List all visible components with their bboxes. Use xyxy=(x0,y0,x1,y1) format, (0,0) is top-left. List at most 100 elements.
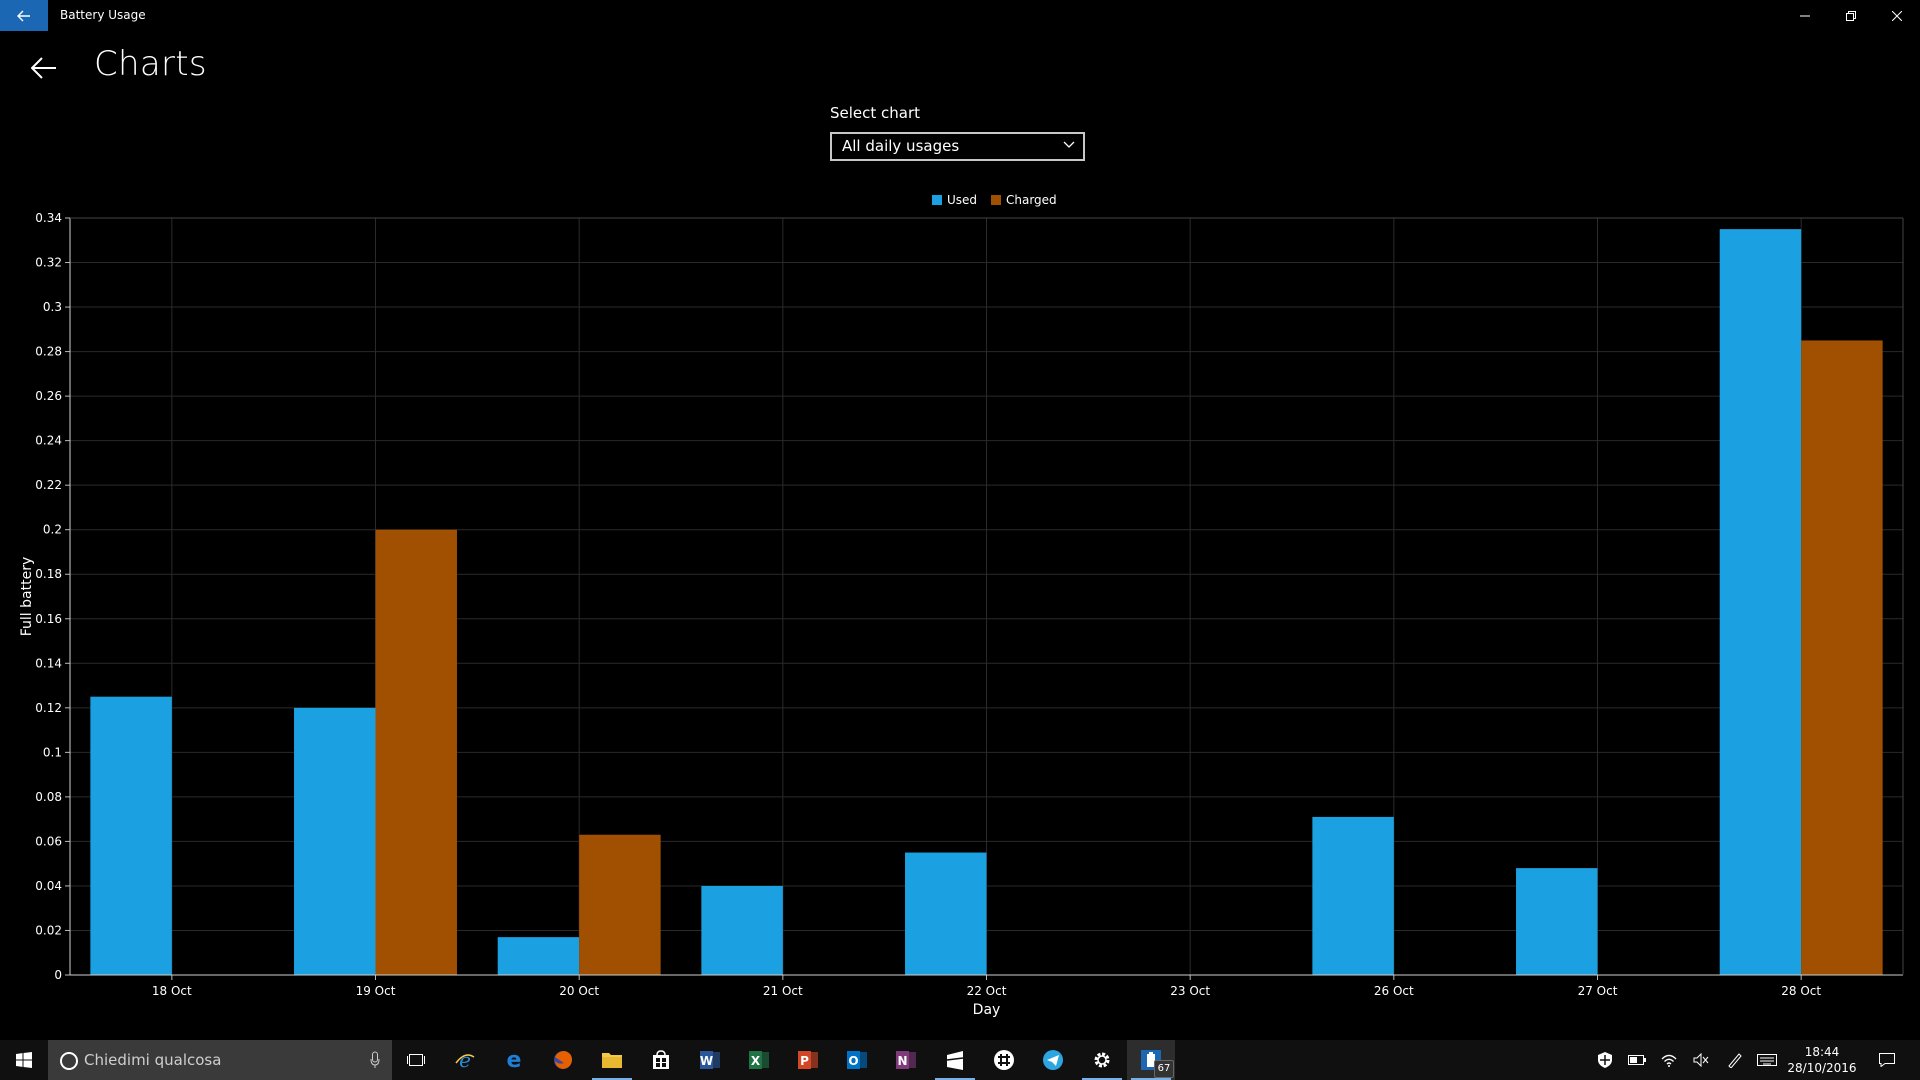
taskbar: Chiedimi qualcosa e e W X P O N 67 18:44 28/10… xyxy=(0,1040,1920,1080)
y-tick-label: 0.22 xyxy=(35,478,62,492)
x-tick-label: 18 Oct xyxy=(152,984,192,998)
taskbar-app-telegram[interactable] xyxy=(1029,1040,1077,1080)
search-placeholder: Chiedimi qualcosa xyxy=(84,1051,222,1069)
back-arrow-icon xyxy=(31,57,56,79)
taskbar-app-edge[interactable]: e xyxy=(490,1040,538,1080)
minimize-button[interactable] xyxy=(1782,0,1828,31)
back-arrow-icon xyxy=(17,10,30,21)
bag-icon xyxy=(945,1049,965,1071)
y-tick-label: 0.2 xyxy=(43,523,62,537)
slack-icon xyxy=(993,1049,1015,1071)
taskbar-app-internet-explorer[interactable]: e xyxy=(441,1040,489,1080)
restore-icon xyxy=(1846,10,1856,21)
wifi-icon xyxy=(1661,1054,1677,1067)
legend-label-charged: Charged xyxy=(1006,193,1057,207)
taskbar-app-firefox[interactable] xyxy=(539,1040,587,1080)
battery-tray-icon[interactable] xyxy=(1622,1040,1652,1080)
excel-icon: X xyxy=(748,1049,770,1071)
taskbar-app-settings[interactable] xyxy=(1078,1040,1126,1080)
battery-usage-chart: Used Charged 0 0.02 0.04 0.06 0.08 0.1 0.12 0.14 0… xyxy=(19,193,1904,1018)
y-tick-label: 0.08 xyxy=(35,790,62,804)
internet-explorer-icon: e xyxy=(454,1049,476,1071)
bar-used-21-oct xyxy=(701,885,783,975)
bar-used-18-oct xyxy=(90,696,172,975)
powerpoint-icon: P xyxy=(797,1049,819,1071)
taskbar-app-task-view[interactable] xyxy=(392,1040,440,1080)
x-tick-label: 19 Oct xyxy=(356,984,396,998)
x-tick-label: 23 Oct xyxy=(1170,984,1210,998)
legend-label-used: Used xyxy=(947,193,977,207)
action-center-button[interactable] xyxy=(1872,1040,1902,1080)
bar-used-22-oct xyxy=(905,852,987,975)
taskbar-app-excel[interactable]: X xyxy=(735,1040,783,1080)
taskbar-app-onenote[interactable]: N xyxy=(882,1040,930,1080)
taskbar-app-store[interactable] xyxy=(637,1040,685,1080)
x-tick-label: 20 Oct xyxy=(559,984,599,998)
x-tick-label: 21 Oct xyxy=(763,984,803,998)
taskbar-app-powerpoint[interactable]: P xyxy=(784,1040,832,1080)
y-tick-label: 0.34 xyxy=(35,211,62,225)
pen-icon xyxy=(1728,1053,1742,1068)
search-box[interactable]: Chiedimi qualcosa xyxy=(48,1040,392,1080)
store-icon xyxy=(651,1050,671,1070)
firefox-icon xyxy=(552,1049,574,1071)
bar-used-26-oct xyxy=(1312,816,1394,975)
x-tick-label: 22 Oct xyxy=(967,984,1007,998)
microphone-icon[interactable] xyxy=(370,1051,380,1069)
x-tick-label: 27 Oct xyxy=(1578,984,1618,998)
select-chart-label: Select chart xyxy=(830,104,921,122)
y-tick-label: 0.14 xyxy=(35,656,62,670)
gear-icon xyxy=(1091,1049,1113,1071)
edge-icon: e xyxy=(503,1049,525,1071)
svg-text:N: N xyxy=(897,1054,907,1068)
y-tick-label: 0.1 xyxy=(43,745,62,759)
defender-tray-icon[interactable] xyxy=(1590,1040,1620,1080)
task-view-icon xyxy=(407,1053,425,1067)
svg-text:e: e xyxy=(507,1049,522,1071)
legend-swatch-charged xyxy=(991,195,1001,205)
outlook-icon: O xyxy=(846,1049,868,1071)
start-button[interactable] xyxy=(0,1040,48,1080)
taskbar-app-outlook[interactable]: O xyxy=(833,1040,881,1080)
close-icon xyxy=(1892,10,1902,21)
taskbar-app-word[interactable]: W xyxy=(686,1040,734,1080)
select-chart-dropdown[interactable]: All daily usages xyxy=(830,132,1085,161)
windows-logo-icon xyxy=(16,1052,32,1068)
volume-tray-icon[interactable] xyxy=(1686,1040,1716,1080)
y-tick-label: 0.06 xyxy=(35,834,62,848)
taskbar-app-file-explorer[interactable] xyxy=(588,1040,636,1080)
cortana-icon xyxy=(60,1052,78,1070)
y-axis-title: Full battery xyxy=(19,557,35,637)
taskbar-clock[interactable]: 18:44 28/10/2016 xyxy=(1786,1044,1858,1076)
running-indicator xyxy=(592,1078,632,1080)
bar-used-28-oct xyxy=(1719,229,1802,976)
window-title: Battery Usage xyxy=(60,8,146,22)
restore-button[interactable] xyxy=(1828,0,1874,31)
svg-text:e: e xyxy=(459,1049,471,1071)
onenote-icon: N xyxy=(895,1049,917,1071)
word-icon: W xyxy=(699,1049,721,1071)
volume-muted-icon xyxy=(1693,1053,1709,1067)
battery-icon xyxy=(1628,1055,1646,1065)
bar-charged-20-oct xyxy=(579,834,661,975)
taskbar-app-app-store-bag[interactable] xyxy=(931,1040,979,1080)
keyboard-tray-icon[interactable] xyxy=(1752,1040,1782,1080)
x-tick-label: 28 Oct xyxy=(1781,984,1821,998)
titlebar-back-button[interactable] xyxy=(0,0,48,31)
close-button[interactable] xyxy=(1874,0,1920,31)
svg-text:X: X xyxy=(751,1054,761,1068)
running-indicator xyxy=(1082,1078,1122,1080)
page-title: Charts xyxy=(94,44,207,84)
bar-charged-19-oct xyxy=(375,529,457,975)
y-tick-label: 0.24 xyxy=(35,434,62,448)
battery-app-badge: 67 xyxy=(1154,1060,1174,1078)
running-indicator xyxy=(935,1078,975,1080)
taskbar-app-slack[interactable] xyxy=(980,1040,1028,1080)
wifi-tray-icon[interactable] xyxy=(1654,1040,1684,1080)
clock-date: 28/10/2016 xyxy=(1787,1061,1857,1075)
page-back-button[interactable] xyxy=(24,48,64,88)
running-indicator xyxy=(1131,1078,1171,1080)
svg-text:P: P xyxy=(800,1054,809,1068)
svg-text:W: W xyxy=(700,1054,713,1068)
pen-tray-icon[interactable] xyxy=(1720,1040,1750,1080)
